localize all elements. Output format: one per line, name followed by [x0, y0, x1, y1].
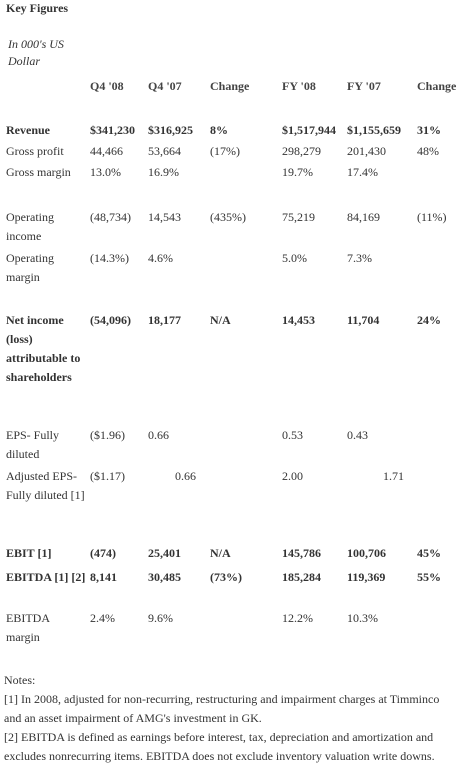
row-label: Adjusted EPS-Fully diluted [1]	[6, 469, 85, 502]
cell: 298,279	[282, 144, 321, 158]
cell: (474)	[90, 546, 116, 560]
cell: 44,466	[90, 144, 123, 158]
row-label: Gross margin	[6, 165, 71, 179]
note: [2] EBITDA is defined as earnings before…	[4, 730, 435, 763]
cell: 1.71	[383, 469, 404, 483]
cell: 0.66	[175, 469, 196, 483]
cell: $316,925	[148, 123, 193, 137]
cell: (17%)	[210, 144, 240, 158]
note: [1] In 2008, adjusted for non-recurring,…	[4, 692, 440, 725]
cell: 84,169	[347, 210, 380, 224]
cell: 19.7%	[282, 165, 313, 179]
cell: 75,219	[282, 210, 315, 224]
cell: 5.0%	[282, 251, 307, 265]
cell: 100,706	[347, 546, 386, 560]
cell: 12.2%	[282, 611, 313, 625]
row-label: Operating margin	[6, 251, 54, 284]
row-label: Revenue	[6, 123, 50, 137]
cell: ($1.96)	[90, 428, 125, 442]
cell: 13.0%	[90, 165, 121, 179]
cell: 119,369	[347, 570, 386, 584]
column-header: Q4 '07	[148, 79, 182, 93]
cell: 16.9%	[148, 165, 179, 179]
column-header: FY '07	[347, 79, 381, 93]
cell: $341,230	[90, 123, 135, 137]
row-label: EBIT [1]	[6, 546, 52, 560]
column-header: Change	[417, 79, 457, 93]
row-label: Operating income	[6, 210, 54, 243]
cell: 185,284	[282, 570, 321, 584]
cell: 17.4%	[347, 165, 378, 179]
cell: 14,543	[148, 210, 181, 224]
cell: 55%	[417, 570, 441, 584]
column-header: Q4 '08	[90, 79, 124, 93]
cell: $1,155,659	[347, 123, 401, 137]
cell: 11,704	[347, 313, 380, 327]
cell: (54,096)	[90, 313, 131, 327]
cell: 8%	[210, 123, 228, 137]
cell: 2.4%	[90, 611, 115, 625]
cell: 31%	[417, 123, 441, 137]
notes-heading: Notes:	[4, 673, 36, 687]
row-label: EBITDA margin	[6, 611, 50, 644]
cell: 7.3%	[347, 251, 372, 265]
cell: 0.43	[347, 428, 368, 442]
cell: 10.3%	[347, 611, 378, 625]
cell: 4.6%	[148, 251, 173, 265]
cell: (14.3%)	[90, 251, 129, 265]
row-label: EPS- Fully diluted	[6, 428, 60, 461]
cell: ($1.17)	[90, 469, 125, 483]
cell: 30,485	[148, 570, 181, 584]
cell: (48,734)	[90, 210, 131, 224]
cell: (11%)	[417, 210, 447, 224]
column-header: Change	[210, 79, 250, 93]
cell: 0.66	[148, 428, 169, 442]
cell: 9.6%	[148, 611, 173, 625]
cell: 25,401	[148, 546, 181, 560]
cell: 18,177	[148, 313, 181, 327]
cell: 14,453	[282, 313, 315, 327]
cell: 145,786	[282, 546, 321, 560]
column-header: FY '08	[282, 79, 316, 93]
cell: 8,141	[90, 570, 117, 584]
cell: N/A	[210, 313, 231, 327]
cell: 2.00	[282, 469, 303, 483]
row-label: EBITDA [1] [2]	[6, 570, 86, 584]
cell: 24%	[417, 313, 441, 327]
cell: (73%)	[210, 570, 242, 584]
subtitle: In 000's US Dollar	[8, 37, 64, 68]
row-label: Gross profit	[6, 144, 64, 158]
notes: Notes: [1] In 2008, adjusted for non-rec…	[4, 671, 449, 766]
cell: $1,517,944	[282, 123, 336, 137]
cell: 53,664	[148, 144, 181, 158]
cell: 0.53	[282, 428, 303, 442]
cell: (435%)	[210, 210, 246, 224]
title: Key Figures	[6, 1, 69, 15]
cell: N/A	[210, 546, 231, 560]
cell: 48%	[417, 144, 439, 158]
row-label: Net income (loss) attributable to shareh…	[6, 313, 81, 384]
cell: 201,430	[347, 144, 386, 158]
cell: 45%	[417, 546, 441, 560]
